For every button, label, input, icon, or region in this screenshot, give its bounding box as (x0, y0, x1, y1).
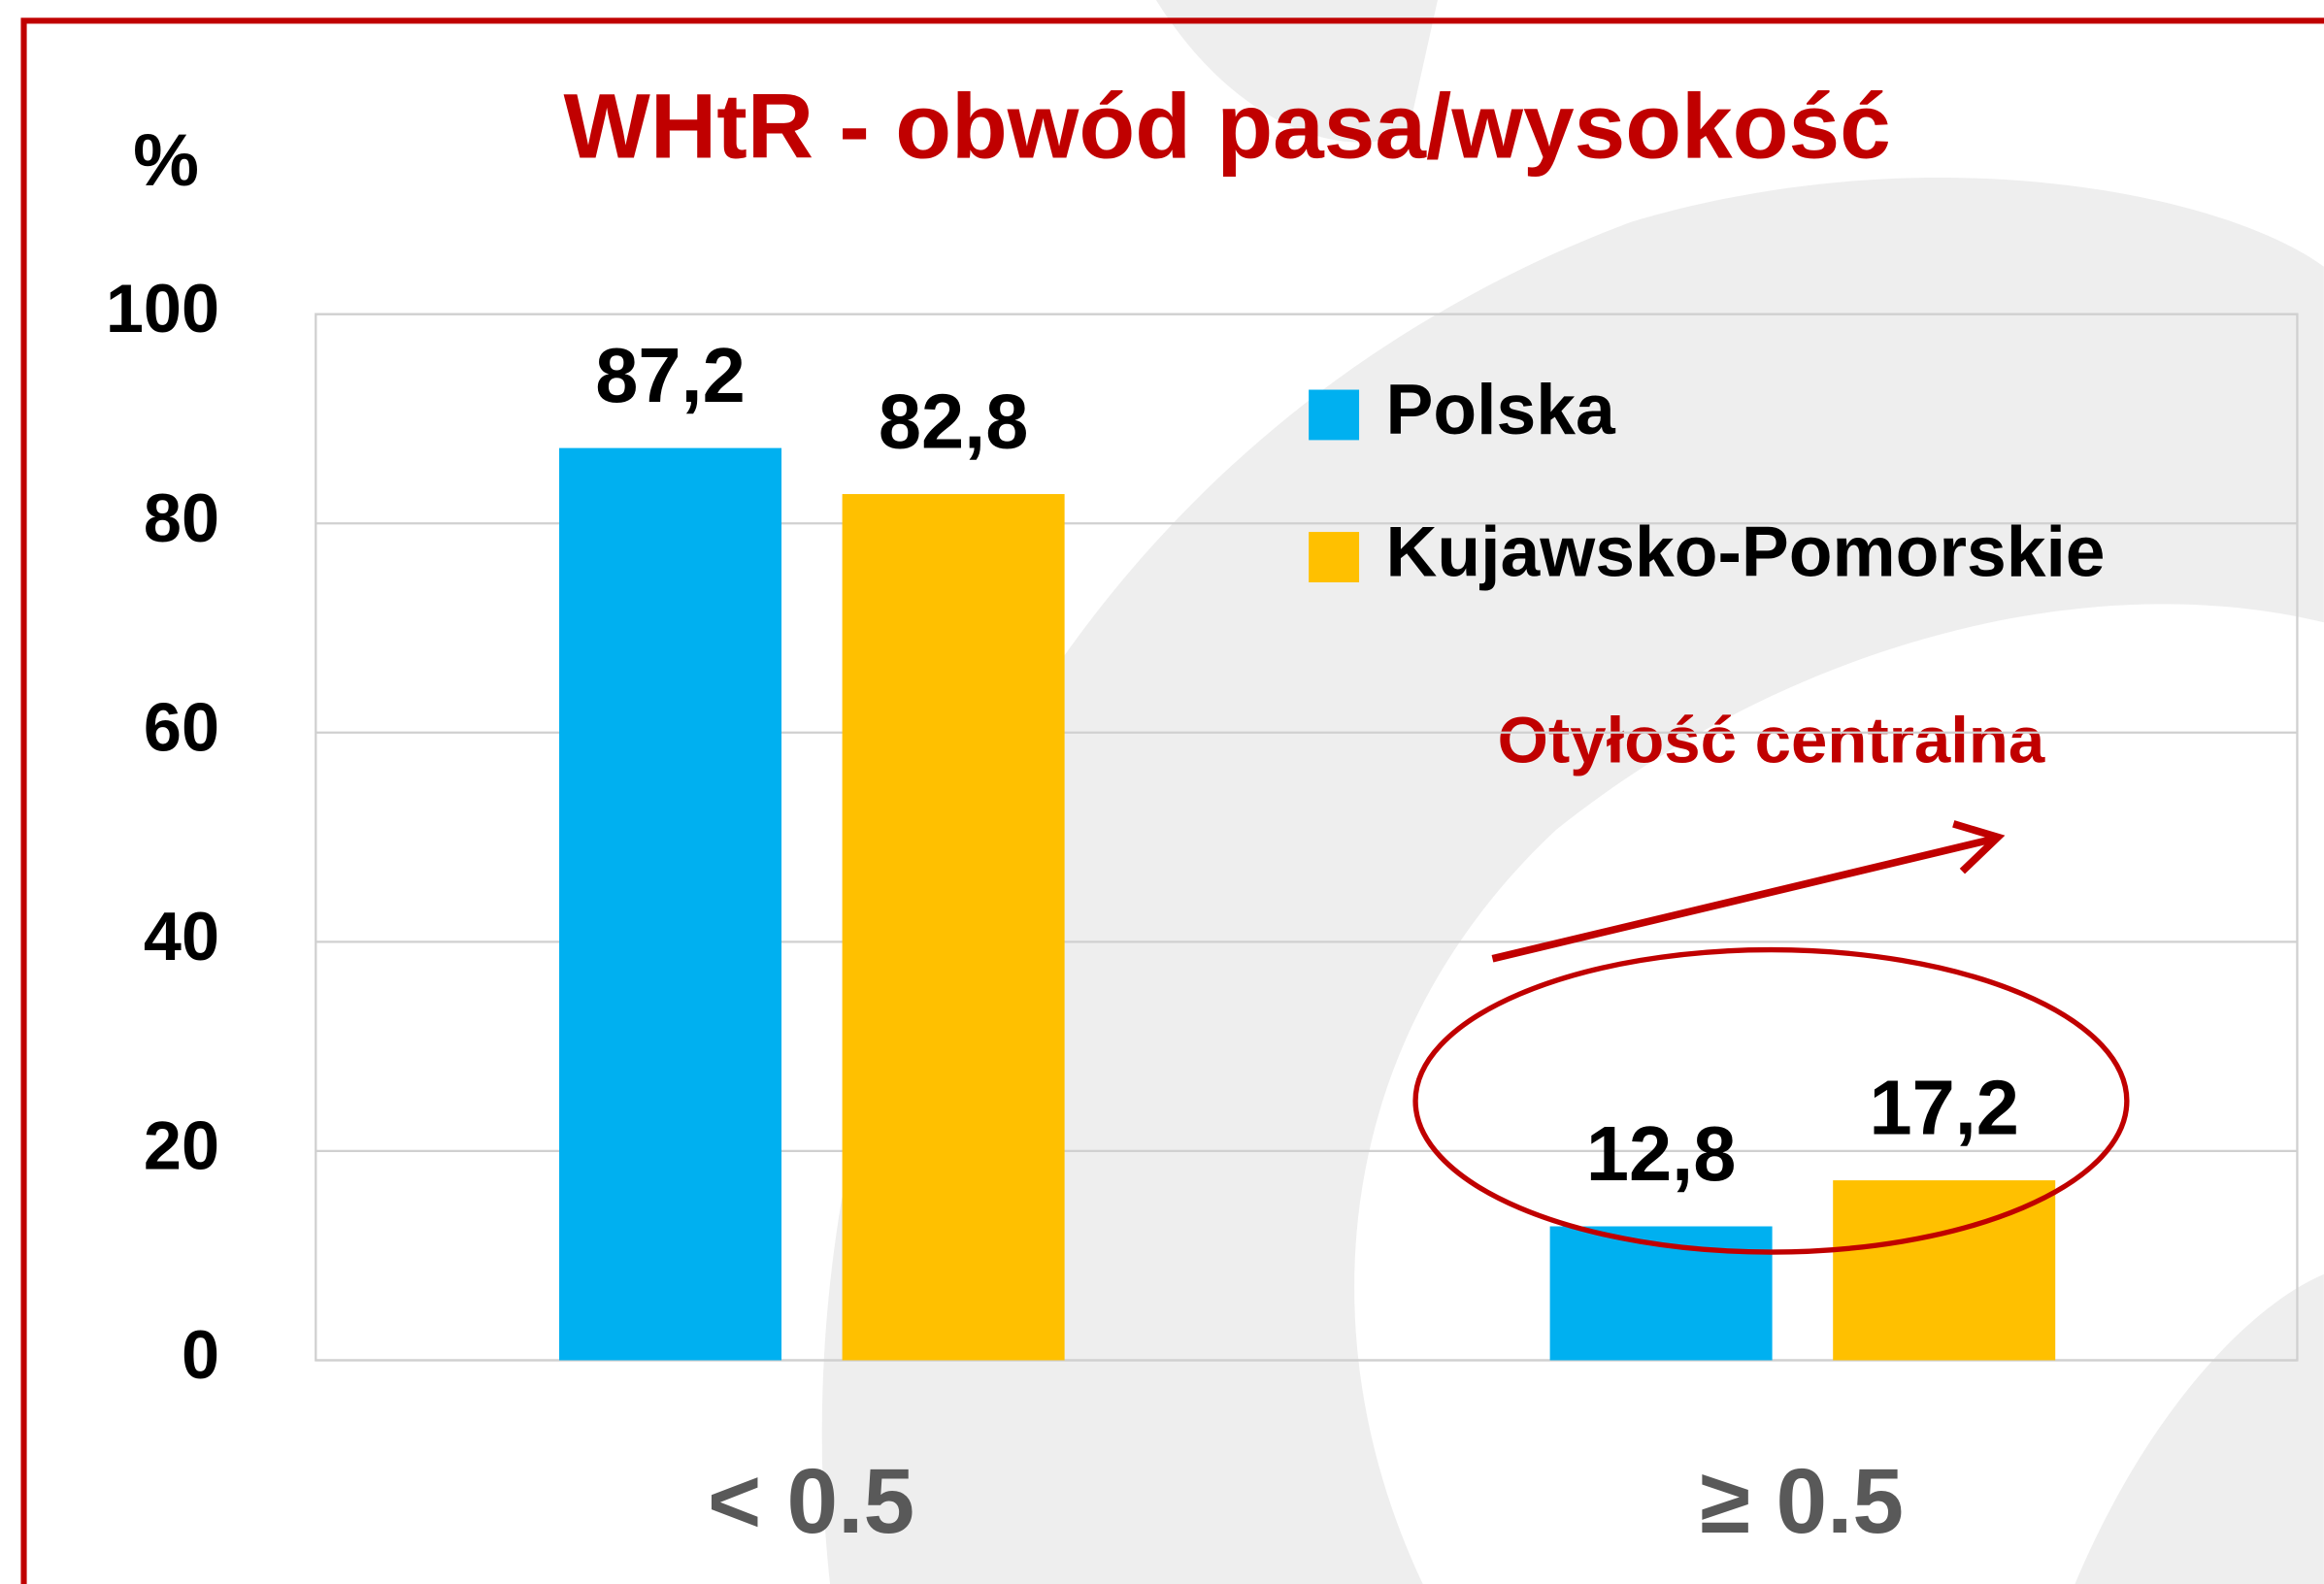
arrow-head (1952, 820, 2006, 874)
y-tick-label: 20 (144, 1106, 219, 1183)
value-label: 87,2 (595, 332, 746, 418)
legend-label: Polska (1386, 370, 1616, 449)
y-tick-label: 0 (182, 1316, 219, 1393)
background-shape (821, 178, 2324, 1584)
bar (1549, 1226, 1773, 1361)
value-label: 82,8 (879, 378, 1029, 464)
y-tick-label: 100 (106, 270, 219, 346)
y-axis-label: % (133, 119, 199, 202)
x-tick-label: ≥ 0.5 (1700, 1450, 1904, 1553)
value-label: 17,2 (1869, 1064, 2018, 1150)
bar (842, 494, 1065, 1361)
legend-swatch (1309, 532, 1360, 582)
value-label: 12,8 (1586, 1110, 1737, 1197)
x-tick-label: < 0.5 (708, 1450, 914, 1553)
y-tick-label: 80 (144, 479, 219, 556)
background-shape (2075, 1273, 2324, 1584)
chart-title: WHtR - obwód pasa/wysokość (564, 75, 1891, 178)
annotation-arrow (1491, 820, 2006, 963)
frame (20, 17, 2324, 1584)
background-decoration (821, 0, 2324, 1584)
legend-swatch (1309, 389, 1360, 441)
legend-label: Kujawsko-Pomorskie (1386, 512, 2106, 591)
annotation: Otyłość centralna (1498, 705, 2045, 777)
arrow-line (1491, 835, 1996, 963)
background-shape (1155, 0, 1438, 143)
annotation-ellipse (1412, 946, 2130, 1255)
y-tick-label: 60 (144, 688, 219, 765)
bar (559, 447, 782, 1361)
y-tick-label: 40 (144, 898, 219, 974)
